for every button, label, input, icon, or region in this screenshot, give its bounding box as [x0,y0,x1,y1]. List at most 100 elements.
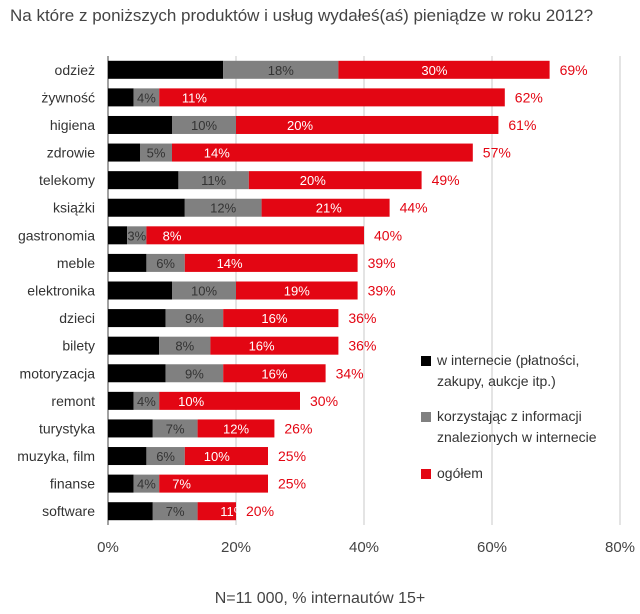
data-label-total: 57% [483,145,511,161]
bar-online [108,253,147,272]
bar-total [184,447,268,466]
bar-total [197,419,275,438]
bar-online [108,364,166,383]
bar-info [152,419,198,438]
bar-online [108,391,134,410]
bar-online [108,171,179,190]
bar-info [172,115,236,134]
data-label-info: 12% [210,201,236,216]
data-label-segment: 10% [178,394,204,409]
bar-info [146,447,185,466]
category-label: finanse [50,476,95,492]
bar-total [184,253,358,272]
data-label-segment: 11% [220,504,245,519]
data-label-info: 8% [175,339,194,354]
footnote: N=11 000, % internautów 15+ [214,590,426,607]
category-label: muzyka, film [17,448,95,464]
data-label-segment: 8% [163,228,182,243]
data-label-info: 3% [127,228,146,243]
data-label-segment: 16% [261,311,287,326]
legend-item-total: ogółem [421,463,483,484]
bar-online [108,88,134,107]
legend-label-online-line1: w internecie (płatności, [437,352,580,368]
data-label-segment: 21% [316,201,342,216]
bar-total [197,502,236,521]
data-label-segment: 12% [223,421,249,436]
bar-info [172,281,236,300]
x-tick-label: 40% [349,539,379,556]
data-label-info: 11% [201,173,226,188]
bar-online [108,419,153,438]
category-label: odzież [55,62,95,78]
bar-info [165,364,224,383]
bar-info [165,309,224,328]
data-label-total: 62% [515,89,543,105]
category-label: telekomy [39,172,95,188]
bar-total [210,336,339,355]
bar-online [108,143,140,162]
bar-total [236,281,358,300]
chart-title: Na które z poniższych produktów i usług … [10,6,594,25]
legend-label-online: w internecie (płatności, zakupy, aukcje … [437,350,579,392]
data-label-segment: 14% [204,146,230,161]
data-label-total: 39% [368,255,396,271]
legend-swatch-info [421,412,431,422]
bar-total [146,226,364,245]
bar-total [223,309,339,328]
data-label-total: 61% [508,117,536,133]
legend-label-info-line2: znalezionych w internecie [437,429,597,445]
data-label-total: 25% [278,476,306,492]
category-label: turystyka [39,420,95,436]
legend-swatch-total [421,469,431,479]
bar-info [146,253,185,272]
category-label: meble [57,255,95,271]
category-label: zdrowie [47,145,95,161]
bar-info [133,391,160,410]
legend-label-total: ogółem [437,465,483,481]
bar-online [108,226,128,245]
data-label-info: 6% [156,256,175,271]
data-label-segment: 16% [261,366,287,381]
bar-online [108,474,134,493]
data-label-segment: 20% [300,173,326,188]
data-label-info: 7% [166,504,185,519]
bar-online [108,336,160,355]
bar-total [248,171,422,190]
data-label-total: 30% [310,393,338,409]
data-label-info: 9% [185,366,204,381]
legend-swatch-online [421,356,431,366]
data-label-segment: 19% [284,284,310,299]
legend-item-online: w internecie (płatności, zakupy, aukcje … [421,350,579,392]
bar-total [338,60,550,79]
x-tick-label: 60% [477,539,507,556]
data-label-info: 4% [137,477,156,492]
data-label-total: 69% [560,62,588,78]
data-label-info: 4% [137,394,156,409]
category-label: remont [51,393,95,409]
data-label-total: 36% [348,338,376,354]
data-label-segment: 7% [172,477,191,492]
category-label: software [42,503,95,519]
bar-online [108,198,185,217]
category-label: bilety [62,338,95,354]
legend-label-online-line2: zakupy, aukcje itp.) [437,373,556,389]
bar-online [108,447,147,466]
data-label-segment: 30% [421,63,447,78]
data-label-total: 34% [336,365,364,381]
data-label-total: 39% [368,283,396,299]
bar-total [223,364,326,383]
category-label: gastronomia [18,227,95,243]
bar-total [261,198,390,217]
data-label-info: 6% [156,449,175,464]
data-label-info: 9% [185,311,204,326]
bar-total [159,88,505,107]
legend-label-info: korzystając z informacji znalezionych w … [437,406,597,448]
bar-info [140,143,172,162]
bar-total [172,143,473,162]
data-label-total: 36% [348,310,376,326]
data-label-info: 4% [137,90,156,105]
category-label: żywność [41,89,95,105]
bar-total [236,115,499,134]
data-label-total: 40% [374,227,402,243]
